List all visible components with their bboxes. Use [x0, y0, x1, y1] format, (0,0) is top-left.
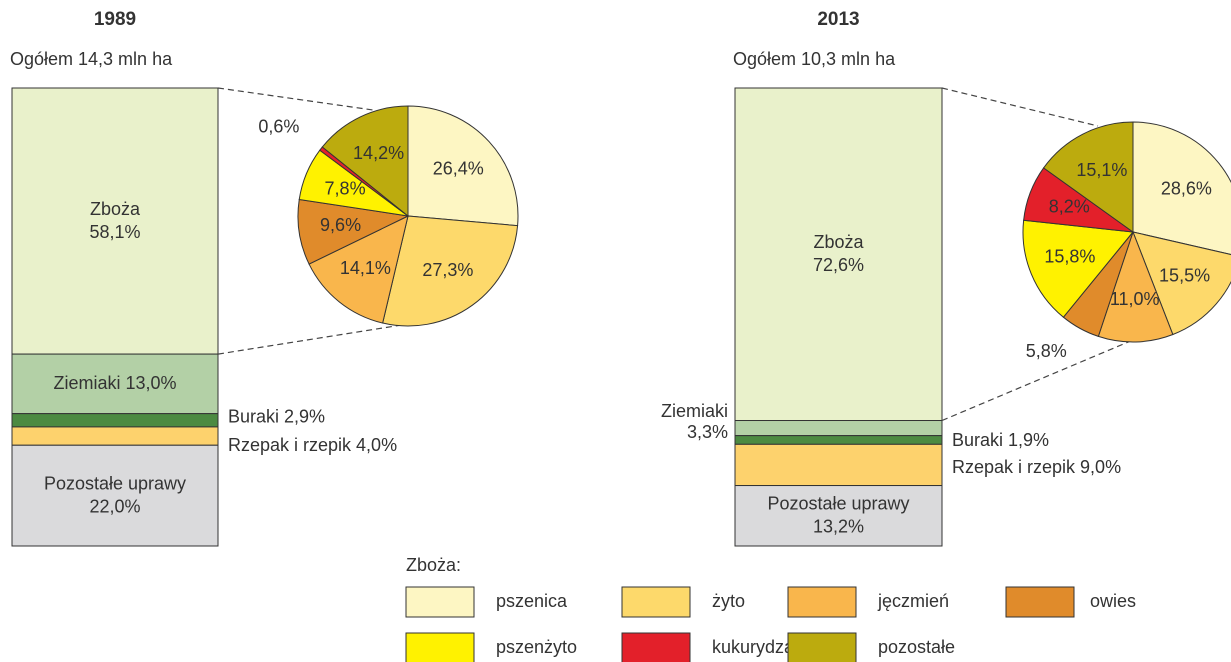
- segment-value-label: 72,6%: [813, 255, 864, 275]
- pie-value-label: 15,1%: [1076, 160, 1127, 180]
- pie-value-label: 15,5%: [1159, 265, 1210, 285]
- connector-line: [217, 323, 409, 355]
- bar-segment: [734, 435, 943, 445]
- pie-value-label: 8,2%: [1049, 196, 1090, 216]
- segment-label: Ziemiaki: [53, 373, 120, 393]
- bar-segment: [734, 87, 943, 422]
- segment-value-label: 13,2%: [813, 517, 864, 537]
- segment-label: Zboża: [90, 199, 141, 219]
- pie-slice: [1132, 231, 1231, 336]
- legend-label: pszenica: [496, 591, 568, 611]
- segment-label: Rzepak i rzepik: [228, 435, 352, 455]
- segment-label-group: Ziemiaki 13,0%: [53, 373, 176, 393]
- segment-label-group: Rzepak i rzepik 4,0%: [228, 435, 397, 455]
- pie-value-label: 26,4%: [433, 159, 484, 179]
- bar-segment: [734, 420, 943, 437]
- pie-slice: [1132, 121, 1231, 256]
- legend-label: owies: [1090, 591, 1136, 611]
- legend-swatch: [1005, 586, 1075, 618]
- segment-label: Rzepak i rzepik: [952, 457, 1076, 477]
- panel-subtitle: Ogółem 14,3 mln ha: [10, 49, 173, 69]
- pie-value-label: 28,6%: [1161, 178, 1212, 198]
- legend-title: Zboża:: [406, 555, 461, 575]
- pie-value-label: 5,8%: [1026, 341, 1067, 361]
- segment-value-label: 13,0%: [125, 373, 176, 393]
- bar-segment: [734, 443, 943, 487]
- segment-label: Zboża: [813, 232, 864, 252]
- segment-label: Pozostałe uprawy: [767, 494, 909, 514]
- legend-swatch: [405, 632, 475, 662]
- legend-label: jęczmień: [877, 591, 949, 611]
- segment-label: Ziemiaki: [661, 401, 728, 421]
- segment-label-group: Buraki 2,9%: [228, 406, 325, 426]
- segment-value-label: 1,9%: [1008, 430, 1049, 450]
- pie-value-label: 15,8%: [1044, 247, 1095, 267]
- bar-segment: [11, 444, 219, 547]
- legend-label: kukurydza: [712, 637, 795, 657]
- pie-slice: [1042, 121, 1134, 233]
- legend-label: żyto: [712, 591, 745, 611]
- segment-label: Buraki: [228, 406, 279, 426]
- pie-slice: [321, 105, 409, 218]
- legend-swatch: [405, 586, 475, 618]
- connector-line: [941, 87, 1099, 127]
- pie-value-label: 27,3%: [422, 260, 473, 280]
- segment-value-label: 3,3%: [687, 422, 728, 442]
- segment-value-label: 58,1%: [89, 222, 140, 242]
- legend-swatch: [621, 632, 691, 662]
- pie-slice: [308, 215, 409, 324]
- segment-value-label: 2,9%: [284, 406, 325, 426]
- panel-title: 1989: [94, 9, 136, 30]
- pie-slice: [1022, 219, 1134, 318]
- pie-value-label: 11,0%: [1110, 289, 1160, 309]
- bar-segment: [11, 413, 219, 428]
- pie-value-label: 14,2%: [353, 143, 404, 163]
- panel-title: 2013: [817, 9, 859, 30]
- legend-swatch: [621, 586, 691, 618]
- bar-segment: [11, 87, 219, 355]
- segment-label: Pozostałe uprawy: [44, 473, 186, 493]
- bar-segment: [734, 485, 943, 547]
- legend-label: pszenżyto: [496, 637, 577, 657]
- pie-slice: [1097, 230, 1174, 343]
- panel-subtitle: Ogółem 10,3 mln ha: [733, 49, 896, 69]
- pie-value-label: 0,6%: [258, 116, 299, 136]
- segment-value-label: 9,0%: [1080, 457, 1121, 477]
- pie-value-label: 9,6%: [320, 215, 361, 235]
- segment-value-label: 22,0%: [89, 496, 140, 516]
- segment-label: Buraki: [952, 430, 1003, 450]
- legend-swatch: [787, 586, 857, 618]
- legend-label: pozostałe: [878, 637, 955, 657]
- pie-slice: [382, 215, 519, 327]
- segment-label-group: Buraki 1,9%: [952, 430, 1049, 450]
- pie-value-label: 14,1%: [340, 258, 391, 278]
- connector-line: [217, 87, 374, 111]
- segment-label-group: Rzepak i rzepik 9,0%: [952, 457, 1121, 477]
- bar-segment: [11, 426, 219, 446]
- segment-value-label: 4,0%: [356, 435, 397, 455]
- pie-value-label: 7,8%: [325, 178, 366, 198]
- connector-line: [941, 339, 1134, 422]
- legend-swatch: [787, 632, 857, 662]
- bar-segment: [11, 353, 219, 415]
- pie-slice: [407, 105, 519, 227]
